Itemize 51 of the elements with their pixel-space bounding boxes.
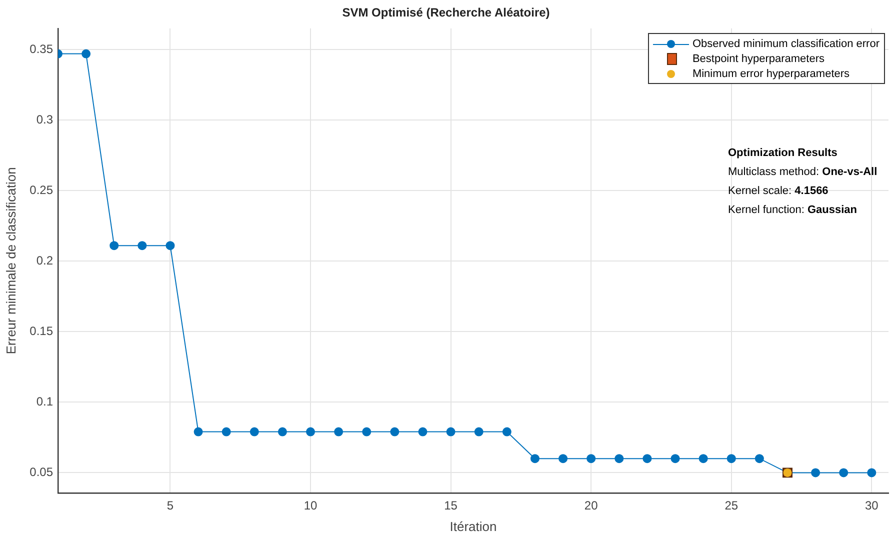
point bbox=[839, 468, 848, 478]
point bbox=[250, 427, 259, 436]
annotation: Kernel function: Gaussian bbox=[728, 203, 858, 218]
legend-label: Observed minimum classification error bbox=[692, 38, 880, 50]
point bbox=[166, 241, 175, 250]
annotation: Multiclass method: One-vs-All bbox=[728, 165, 878, 180]
y-tick-label: 0.05 bbox=[30, 465, 54, 479]
annotation: Optimization Results bbox=[728, 147, 838, 160]
legend-label: Bestpoint hyperparameters bbox=[692, 52, 825, 65]
point bbox=[474, 427, 484, 436]
point bbox=[334, 427, 344, 436]
x-tick-label: 15 bbox=[444, 498, 458, 513]
y-tick-label: 0.25 bbox=[30, 182, 54, 197]
y-tick-label: 0.15 bbox=[30, 324, 54, 338]
point bbox=[586, 454, 596, 464]
point bbox=[418, 427, 428, 436]
x-tick-label: 20 bbox=[584, 498, 598, 513]
legend-label: Minimum error hyperparameters bbox=[692, 68, 850, 80]
point bbox=[642, 454, 652, 464]
point bbox=[138, 241, 147, 250]
point bbox=[726, 454, 736, 464]
chart-title: SVM Optimisé (Recherche Aléatoire) bbox=[342, 6, 550, 20]
point bbox=[194, 427, 203, 436]
point bbox=[502, 427, 512, 436]
point bbox=[222, 427, 231, 436]
annotation: Kernel scale: 4.1566 bbox=[728, 184, 830, 200]
y-tick-label: 0.1 bbox=[36, 394, 54, 408]
point bbox=[390, 427, 400, 436]
point bbox=[614, 454, 624, 464]
point bbox=[867, 468, 876, 478]
point bbox=[110, 241, 119, 250]
point bbox=[530, 454, 540, 464]
point bbox=[754, 454, 764, 464]
y-tick-label: 0.3 bbox=[36, 112, 54, 126]
point bbox=[811, 468, 820, 478]
point bbox=[698, 454, 708, 464]
point bbox=[278, 427, 287, 436]
point bbox=[82, 49, 91, 58]
point bbox=[670, 454, 680, 464]
y-tick-label: 0.35 bbox=[30, 42, 54, 56]
x-tick-label: 10 bbox=[304, 498, 318, 513]
x-tick-label: 30 bbox=[864, 498, 879, 513]
point bbox=[446, 427, 456, 436]
x-tick-label: 25 bbox=[724, 498, 738, 513]
point bbox=[362, 427, 372, 436]
y-axis-title: Erreur minimale de classification bbox=[3, 167, 18, 354]
point bbox=[558, 454, 568, 464]
y-tick-label: 0.2 bbox=[36, 253, 54, 268]
x-tick-label: 5 bbox=[166, 498, 174, 513]
x-axis-title: Itération bbox=[450, 518, 497, 534]
point bbox=[306, 427, 316, 436]
